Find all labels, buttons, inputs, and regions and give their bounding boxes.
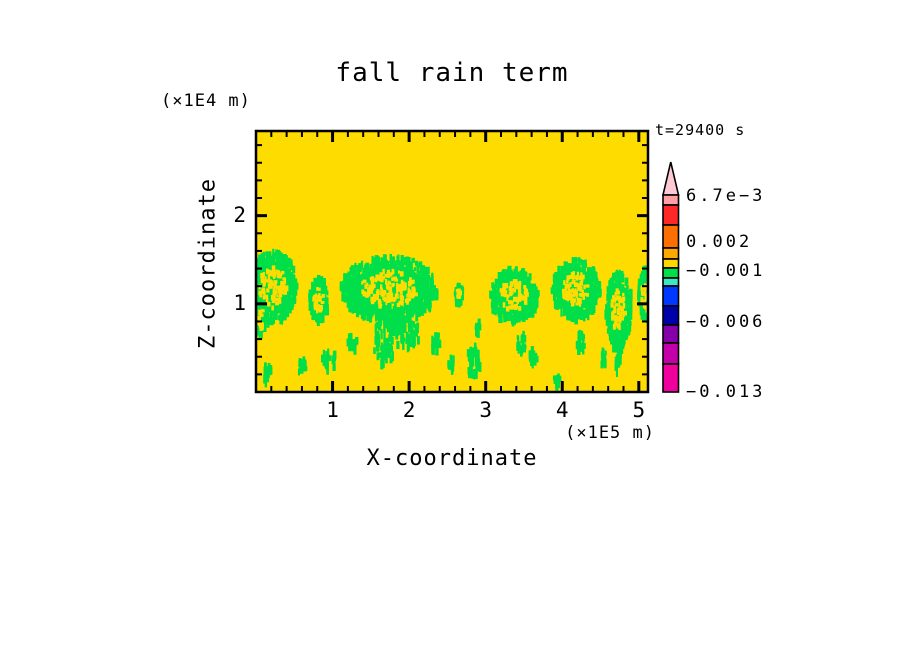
x-tick-label: 2 <box>402 398 416 422</box>
chart-title: fall rain term <box>335 58 569 88</box>
colorbar-value-label: 0.002 <box>686 232 753 252</box>
y-axis-unit-label: (×1E4 m) <box>161 91 251 111</box>
x-tick-label: 3 <box>479 398 493 422</box>
x-tick-label: 1 <box>326 398 339 422</box>
y-tick-label: 1 <box>233 290 246 315</box>
y-tick-label: 2 <box>233 202 246 227</box>
x-tick-label: 4 <box>555 398 569 422</box>
axis-ticks <box>256 131 648 392</box>
x-axis-title: X-coordinate <box>366 446 538 471</box>
plot-frame <box>254 129 650 394</box>
colorbar-value-label: 6.7e−3 <box>686 186 766 206</box>
x-tick-label: 5 <box>632 398 646 422</box>
colorbar-value-label: −0.001 <box>686 261 766 281</box>
x-axis-unit-label: (×1E5 m) <box>565 423 655 443</box>
field-area <box>256 131 648 392</box>
timestamp-label: t=29400 s <box>655 121 746 139</box>
colorbar <box>661 161 680 393</box>
colorbar-value-label: −0.006 <box>686 312 766 332</box>
colorbar-value-label: −0.013 <box>686 382 766 402</box>
colorbar-arrow-icon <box>661 161 680 196</box>
